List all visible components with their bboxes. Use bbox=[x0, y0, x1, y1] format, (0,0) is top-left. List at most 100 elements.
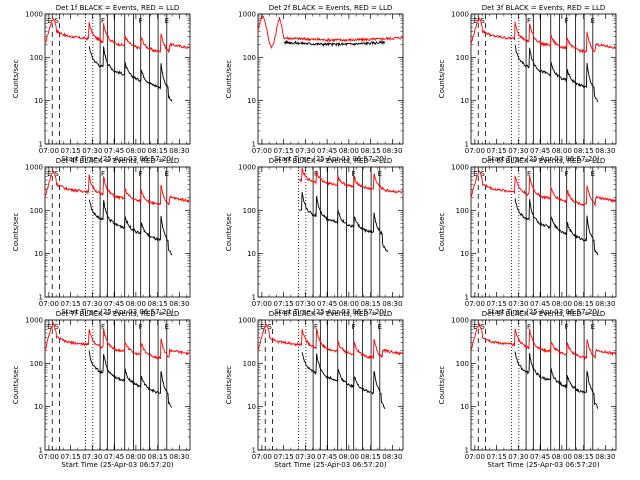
panel-det-4: Det 4f BLACK = Events, RED = LLD 1 10 100 10… bbox=[12, 157, 191, 316]
x-tick-label: 08:00 bbox=[339, 300, 359, 308]
y-tick-label: 10 bbox=[460, 97, 469, 105]
flag-label: E bbox=[591, 170, 595, 178]
series-lld-line bbox=[257, 323, 403, 360]
x-axis-label: Start Time (25-Apr-03 06:57:20) bbox=[61, 308, 173, 316]
flag-label: F bbox=[101, 170, 105, 178]
y-tick-label: 1 bbox=[39, 294, 43, 302]
x-axis-label: Start Time (25-Apr-03 06:57:20) bbox=[274, 461, 386, 469]
series-events-line bbox=[514, 198, 599, 256]
x-tick-label: 07:15 bbox=[274, 147, 294, 155]
flag-label: F bbox=[565, 170, 569, 178]
panel-det-3: Det 3f BLACK = Events, RED = LLD 1 10 100 10… bbox=[438, 4, 617, 163]
panel-title: Det 6f BLACK = Events, RED = LLD bbox=[482, 157, 605, 165]
y-axis-label: Counts/sec bbox=[12, 213, 20, 252]
panel-det-7: Det 7f BLACK = Events, RED = LLD 1 10 100 10… bbox=[12, 310, 191, 469]
x-tick-label: 07:00 bbox=[39, 300, 59, 308]
plot-frame bbox=[257, 319, 404, 451]
series-events-line bbox=[88, 46, 173, 102]
flag-label: E bbox=[165, 17, 169, 25]
y-tick-label: 1 bbox=[465, 294, 469, 302]
y-tick-label: 100 bbox=[30, 207, 43, 215]
x-tick-label: 08:15 bbox=[361, 147, 381, 155]
x-tick-label: 07:45 bbox=[104, 300, 124, 308]
x-tick-label: 08:30 bbox=[595, 453, 615, 461]
x-axis-label: Start Time (25-Apr-03 06:57:20) bbox=[487, 155, 599, 163]
x-tick-label: 08:30 bbox=[169, 300, 189, 308]
flag-label: E bbox=[473, 170, 477, 178]
flag-label: F bbox=[139, 323, 143, 331]
x-tick-label: 07:00 bbox=[252, 147, 272, 155]
flag-label: S bbox=[267, 323, 272, 331]
x-tick-label: 08:00 bbox=[339, 453, 359, 461]
flag-label: S bbox=[54, 323, 59, 331]
x-tick-label: 07:00 bbox=[39, 147, 59, 155]
y-axis-label: Counts/sec bbox=[438, 213, 446, 252]
y-tick-label: 100 bbox=[30, 360, 43, 368]
series-lld-line bbox=[44, 18, 190, 54]
x-tick-label: 08:15 bbox=[574, 300, 594, 308]
series-events-line bbox=[301, 352, 386, 410]
y-tick-label: 1000 bbox=[238, 164, 256, 172]
plot-frame bbox=[470, 319, 617, 451]
x-tick-label: 07:45 bbox=[317, 300, 337, 308]
y-axis-label: Counts/sec bbox=[12, 60, 20, 99]
series-lld-line bbox=[257, 15, 403, 50]
x-tick-label: 07:15 bbox=[487, 147, 507, 155]
y-tick-label: 100 bbox=[30, 54, 43, 62]
x-tick-label: 07:00 bbox=[252, 300, 272, 308]
series-events-line bbox=[283, 39, 386, 48]
y-tick-label: 1 bbox=[39, 447, 43, 455]
flag-label: S bbox=[480, 170, 485, 178]
series-events-line bbox=[298, 192, 389, 253]
y-tick-label: 1 bbox=[252, 141, 256, 149]
flag-label: F bbox=[101, 323, 105, 331]
y-tick-label: 1000 bbox=[238, 317, 256, 325]
flag-label: S bbox=[480, 323, 485, 331]
y-tick-label: 10 bbox=[247, 403, 256, 411]
flag-label: F bbox=[565, 323, 569, 331]
panel-det-1: Det 1f BLACK = Events, RED = LLD 1 10 100 10… bbox=[12, 4, 191, 163]
flag-label: F bbox=[352, 170, 356, 178]
x-tick-label: 07:30 bbox=[295, 453, 315, 461]
x-tick-label: 07:30 bbox=[82, 453, 102, 461]
y-tick-label: 1000 bbox=[25, 11, 43, 19]
y-tick-label: 10 bbox=[460, 250, 469, 258]
x-tick-label: 08:15 bbox=[361, 453, 381, 461]
y-axis-label: Counts/sec bbox=[438, 60, 446, 99]
x-tick-label: 08:30 bbox=[595, 147, 615, 155]
x-tick-label: 07:45 bbox=[530, 147, 550, 155]
panel-title: Det 8f BLACK = Events, RED = LLD bbox=[269, 310, 392, 318]
panel-title: Det 5f BLACK = Events, RED = LLD bbox=[269, 157, 392, 165]
y-axis-label: Counts/sec bbox=[438, 366, 446, 405]
panel-det-6: Det 6f BLACK = Events, RED = LLD 1 10 100 10… bbox=[438, 157, 617, 316]
y-tick-label: 1000 bbox=[451, 317, 469, 325]
flag-label: F bbox=[352, 323, 356, 331]
flag-label: F bbox=[527, 17, 531, 25]
x-tick-label: 07:15 bbox=[61, 300, 81, 308]
x-tick-label: 07:30 bbox=[508, 147, 528, 155]
x-tick-label: 08:30 bbox=[169, 453, 189, 461]
x-tick-label: 07:00 bbox=[465, 453, 485, 461]
series-events-line bbox=[88, 199, 173, 256]
x-tick-label: 08:30 bbox=[169, 147, 189, 155]
x-tick-label: 08:15 bbox=[148, 300, 168, 308]
plot-frame bbox=[44, 166, 191, 298]
x-tick-label: 07:45 bbox=[317, 453, 337, 461]
flag-label: E bbox=[47, 323, 51, 331]
flag-label: F bbox=[314, 170, 318, 178]
x-tick-label: 07:45 bbox=[317, 147, 337, 155]
x-tick-label: 07:30 bbox=[82, 300, 102, 308]
flag-label: F bbox=[314, 323, 318, 331]
x-tick-label: 08:30 bbox=[382, 453, 402, 461]
series-events-line bbox=[514, 351, 599, 409]
panel-title: Det 9f BLACK = Events, RED = LLD bbox=[482, 310, 605, 318]
panel-title: Det 2f BLACK = Events, RED = LLD bbox=[269, 4, 392, 12]
x-tick-label: 08:00 bbox=[552, 300, 572, 308]
x-tick-label: 07:00 bbox=[465, 300, 485, 308]
y-tick-label: 1 bbox=[252, 447, 256, 455]
y-tick-label: 1000 bbox=[25, 164, 43, 172]
panel-title: Det 3f BLACK = Events, RED = LLD bbox=[482, 4, 605, 12]
x-axis-label: Start Time (25-Apr-03 06:57:20) bbox=[274, 155, 386, 163]
flag-label: E bbox=[260, 323, 264, 331]
